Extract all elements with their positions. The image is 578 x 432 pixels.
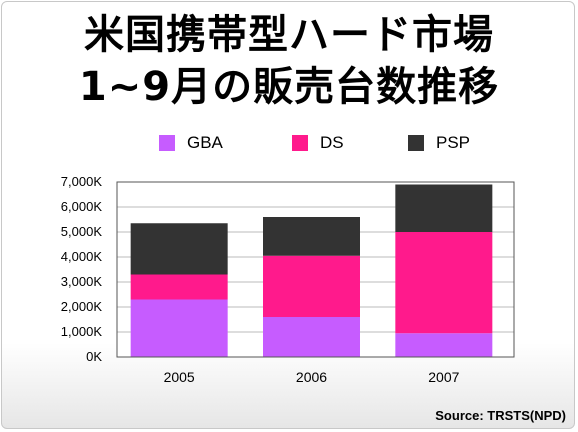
y-tick-label: 1,000K [61,324,103,339]
chart-title-line-2: 1~9月の販売台数推移 [78,64,500,110]
y-tick-label: 2,000K [61,299,103,314]
bar-psp-2006 [263,217,360,256]
bar-psp-2005 [130,223,228,275]
bar-ds-2006 [263,255,360,317]
bar-ds-2007 [395,232,493,334]
x-tick-label: 2007 [428,369,459,385]
legend-swatch-ds [292,135,308,151]
x-tick-label: 2006 [296,369,327,385]
legend-item-gba: GBA [159,131,223,155]
bar-gba-2006 [263,317,360,357]
plot-frame [116,181,515,358]
legend-swatch-gba [159,135,175,151]
legend-swatch-psp [408,135,424,151]
bar-ds-2005 [130,274,228,300]
legend-item-ds: DS [292,131,344,155]
bar-gba-2005 [130,299,228,357]
chart-title-line-1: 米国携帯型ハード市場 [84,12,494,58]
source-note: Source: TRSTS(NPD) [435,408,566,423]
legend-label-ds: DS [320,133,344,152]
y-tick-label: 3,000K [61,274,103,289]
x-tick-label: 2005 [164,369,195,385]
legend: GBA DS PSP [0,131,578,155]
legend-item-psp: PSP [408,131,470,155]
bar-gba-2007 [395,333,493,357]
y-tick-label: 0K [86,349,102,364]
legend-label-gba: GBA [187,133,223,152]
y-tick-label: 7,000K [61,174,103,189]
bar-psp-2007 [395,184,493,232]
legend-label-psp: PSP [436,133,471,152]
y-tick-label: 4,000K [61,249,103,264]
y-tick-label: 6,000K [61,199,103,214]
y-tick-label: 5,000K [61,224,103,239]
